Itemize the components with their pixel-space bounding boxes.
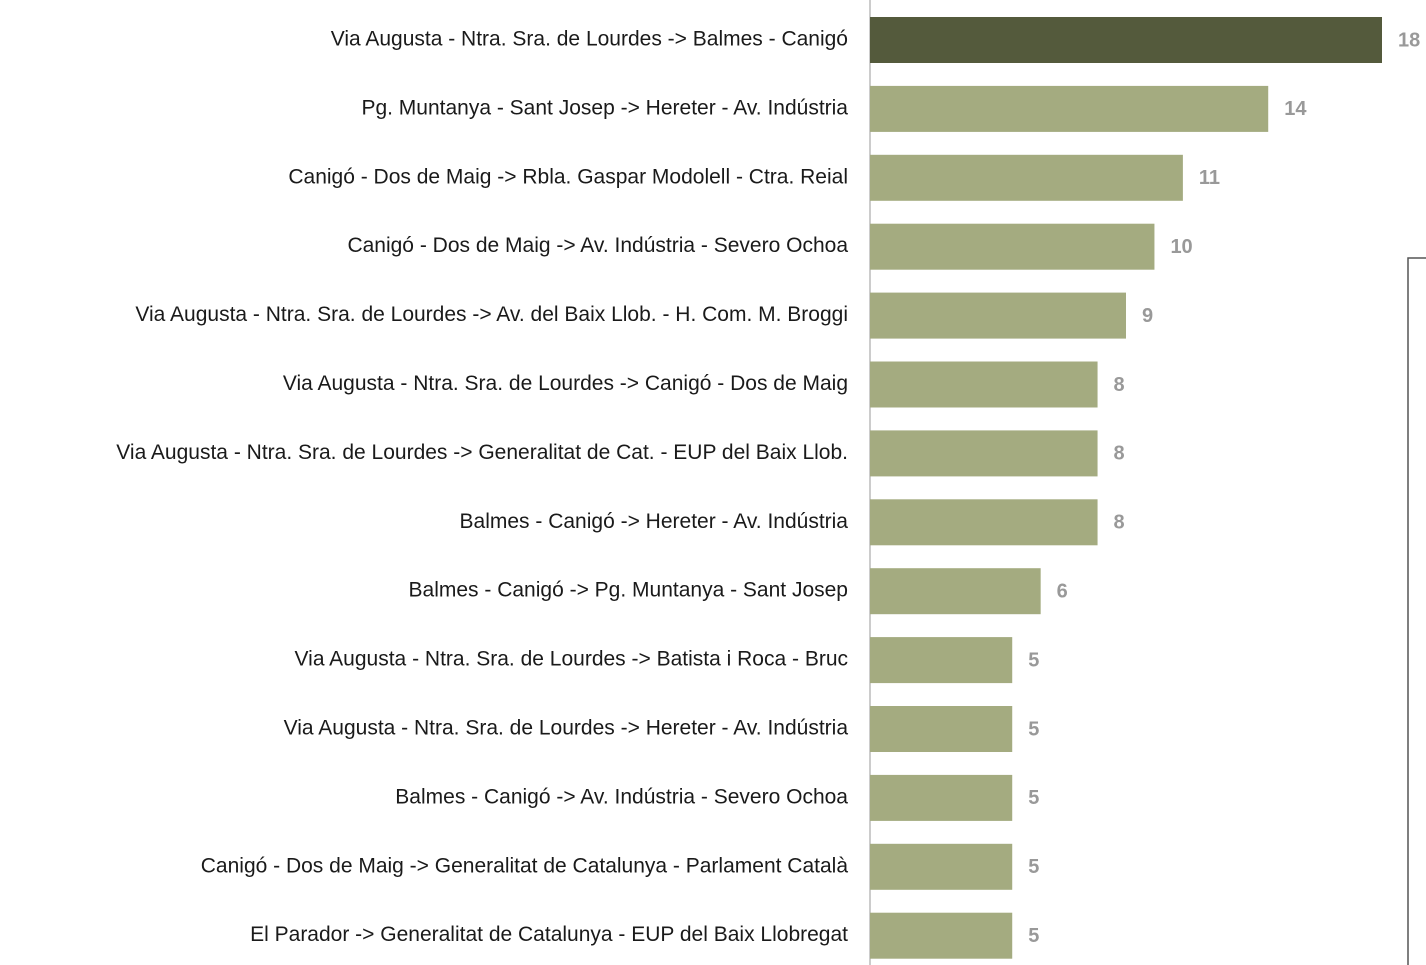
category-label: Canigó - Dos de Maig -> Av. Indústria - … [347,234,848,257]
bar [870,843,1013,890]
bar [870,85,1269,132]
category-label: Via Augusta - Ntra. Sra. de Lourdes -> A… [135,303,848,326]
category-label: Canigó - Dos de Maig -> Generalitat de C… [201,854,849,877]
category-label: Via Augusta - Ntra. Sra. de Lourdes -> C… [283,372,848,395]
bar [870,912,1013,959]
value-label: 5 [1028,649,1039,671]
value-label: 5 [1028,787,1039,809]
category-label: Pg. Muntanya - Sant Josep -> Hereter - A… [361,96,848,119]
bar [870,430,1098,477]
category-label: Via Augusta - Ntra. Sra. de Lourdes -> H… [284,717,849,740]
category-label: Balmes - Canigó -> Pg. Muntanya - Sant J… [409,579,848,602]
bar [870,154,1183,201]
category-label: Canigó - Dos de Maig -> Rbla. Gaspar Mod… [288,165,848,188]
category-label: Balmes - Canigó -> Av. Indústria - Sever… [395,785,848,808]
bar [870,361,1098,408]
bar [870,223,1155,270]
value-label: 8 [1114,512,1125,534]
value-label: 8 [1114,443,1125,465]
bar [870,568,1041,615]
value-label: 5 [1028,856,1039,878]
value-label: 5 [1028,718,1039,740]
legend-frame [1407,257,1426,965]
bar [870,706,1013,752]
value-label: 9 [1142,305,1153,327]
bar [870,499,1098,546]
bar [870,637,1013,684]
category-label: Via Augusta - Ntra. Sra. de Lourdes -> B… [331,28,848,51]
value-label: 6 [1057,580,1068,602]
value-label: 14 [1284,98,1307,120]
value-label: 5 [1028,925,1039,947]
bar [870,17,1382,63]
category-label: Via Augusta - Ntra. Sra. de Lourdes -> G… [116,441,848,464]
category-label: Balmes - Canigó -> Hereter - Av. Indústr… [460,510,849,533]
value-label: 10 [1170,236,1192,258]
value-label: 11 [1199,167,1220,189]
category-label: Via Augusta - Ntra. Sra. de Lourdes -> B… [295,648,848,671]
bar [870,292,1126,339]
value-label: 18 [1398,29,1420,51]
category-label: El Parador -> Generalitat de Catalunya -… [250,923,848,946]
value-label: 8 [1114,374,1125,396]
bar [870,774,1013,821]
